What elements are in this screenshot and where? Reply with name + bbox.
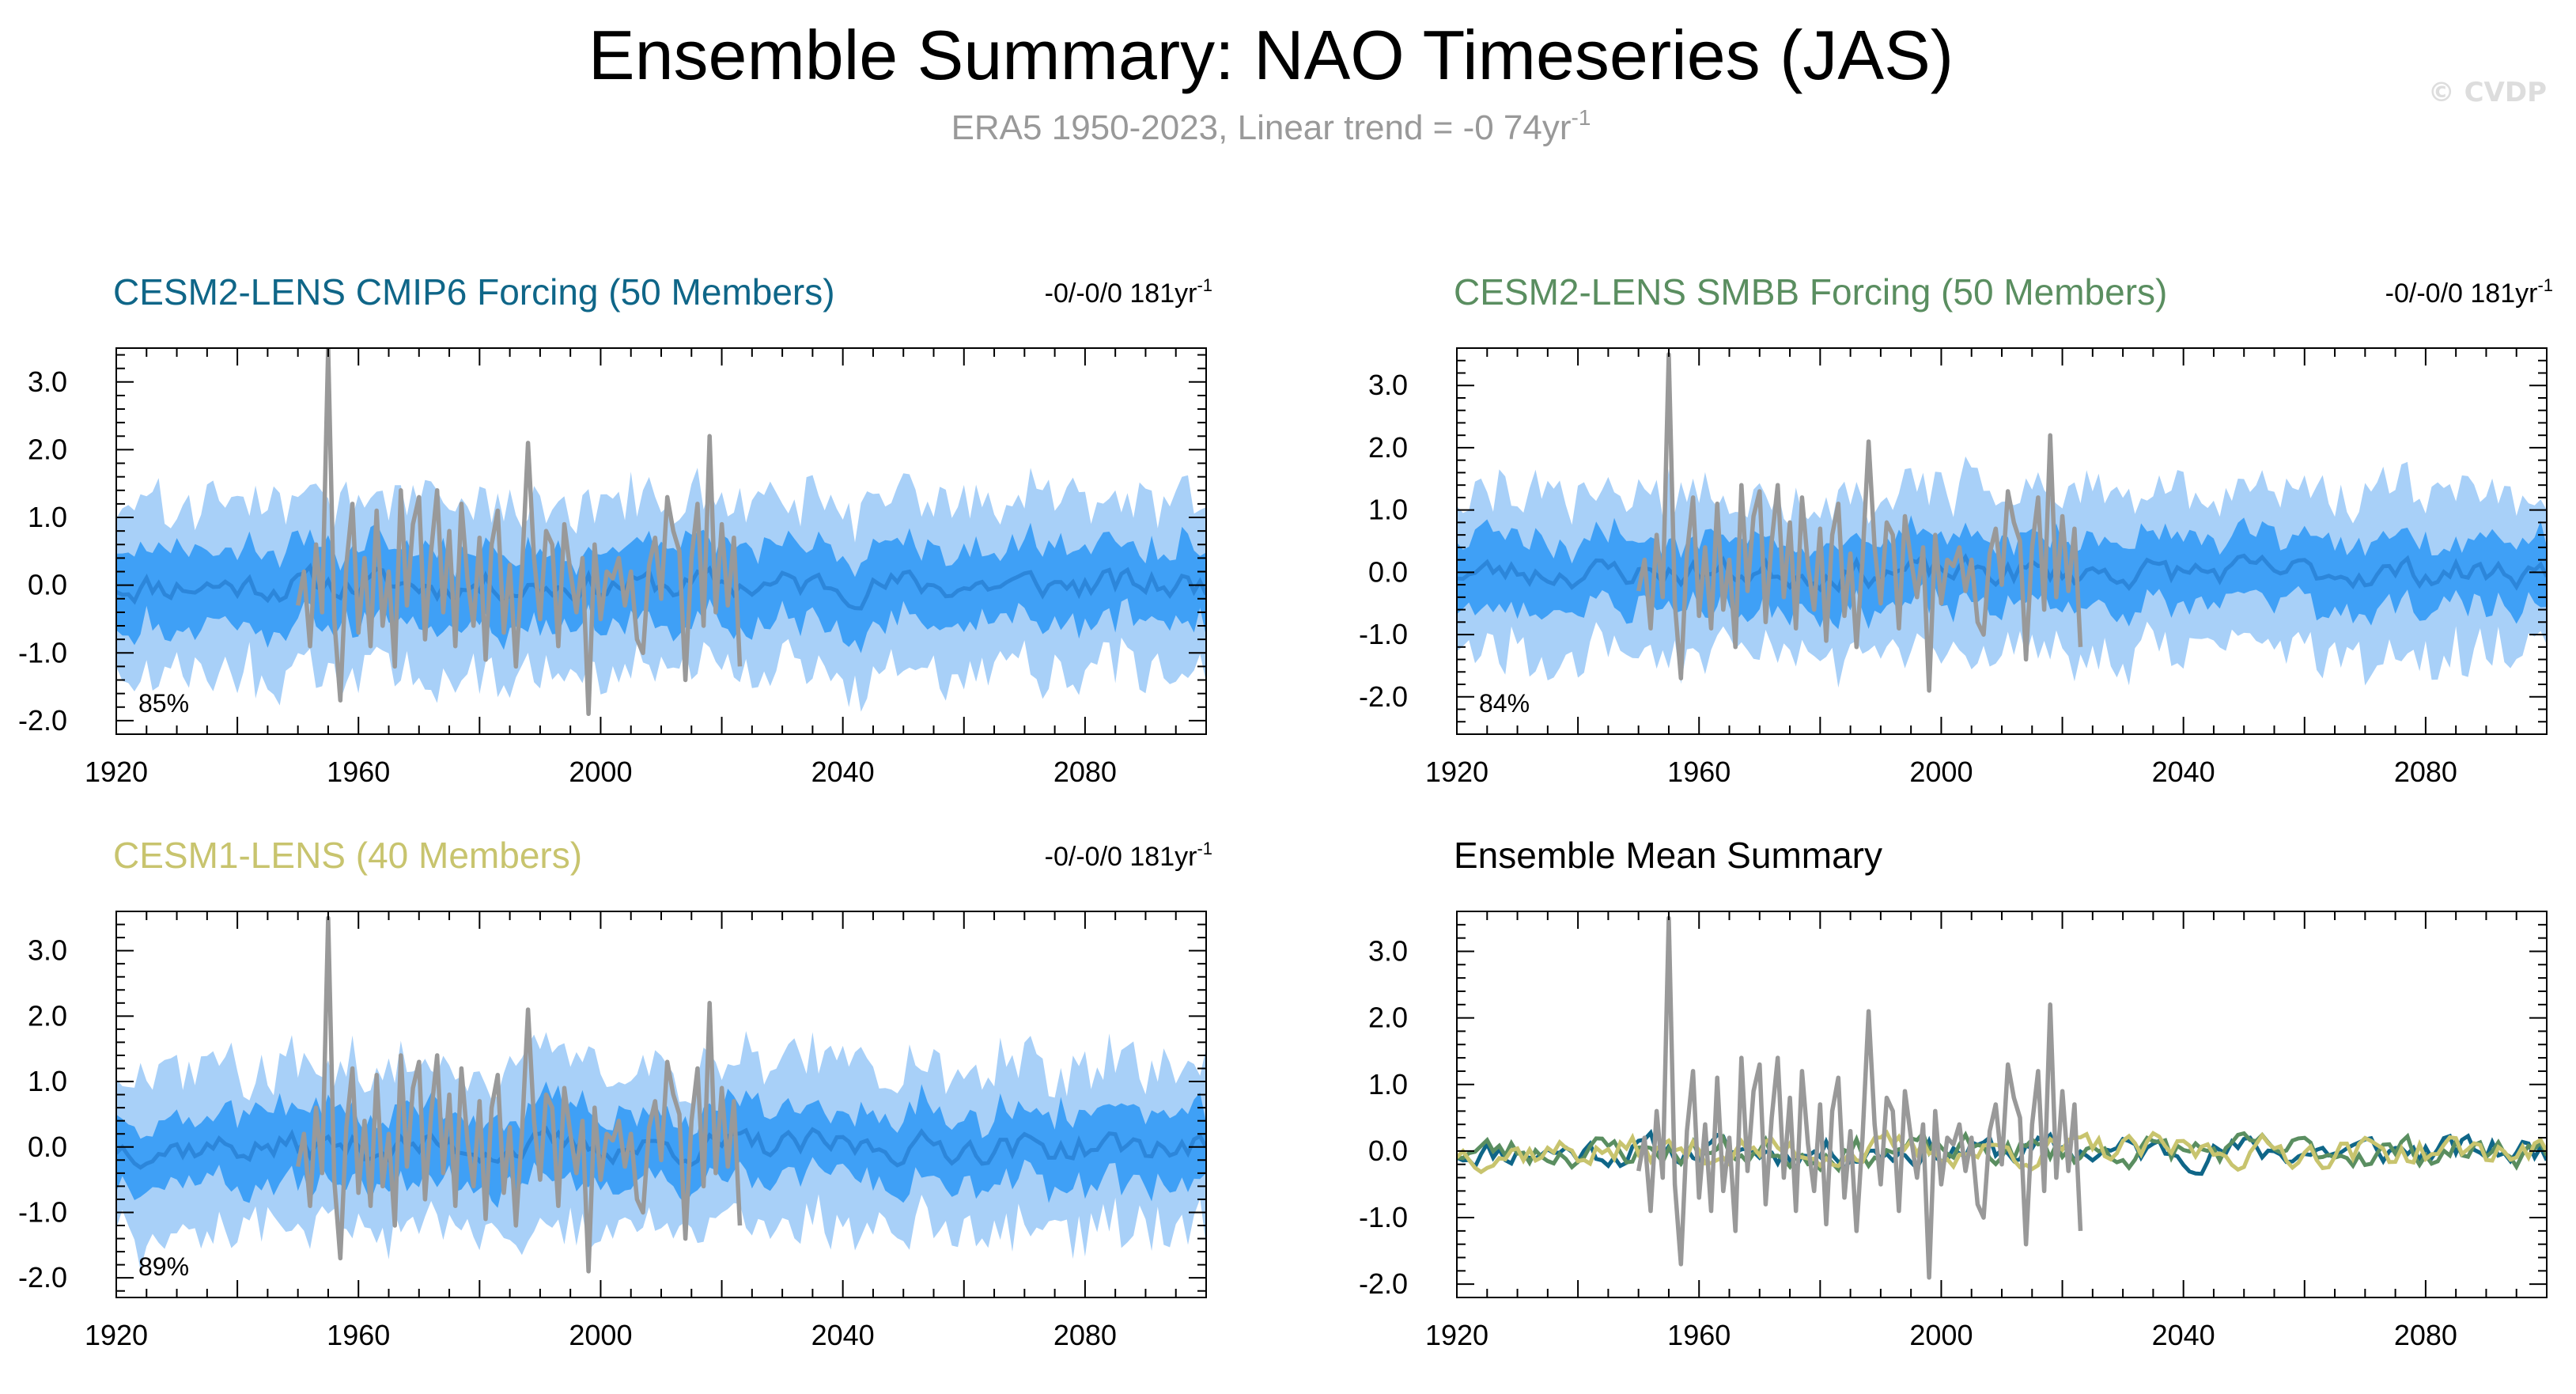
panel-2: CESM2-LENS SMBB Forcing (50 Members) -0/-…: [1359, 271, 2553, 788]
y-tick-label: 2.0: [1368, 431, 1408, 464]
y-tick-label: -1.0: [1359, 1201, 1408, 1233]
plot-area: [116, 348, 1206, 717]
trend-value: -0/-0/0 181yr: [1045, 842, 1197, 872]
x-tick-label: 1960: [1667, 756, 1731, 788]
y-tick-label: 2.0: [28, 999, 67, 1032]
y-tick-label: -1.0: [18, 636, 67, 669]
y-tick-label: -2.0: [1359, 680, 1408, 713]
y-tick-label: 1.0: [1368, 1068, 1408, 1100]
x-tick-label: 2000: [569, 756, 632, 788]
plot-area: [1457, 915, 2547, 1280]
x-tick-label: 1920: [1425, 756, 1488, 788]
y-tick-label: 0.0: [1368, 1135, 1408, 1167]
trend-superscript: -1: [2537, 275, 2553, 295]
x-tick-label: 1960: [1667, 1319, 1731, 1351]
plot-area: [116, 915, 1206, 1274]
x-tick-label: 2040: [811, 1319, 875, 1351]
x-tick-label: 2080: [2394, 1319, 2457, 1351]
y-tick-label: 0.0: [28, 1131, 67, 1163]
panel-title: CESM2-LENS SMBB Forcing (50 Members): [1454, 271, 2167, 313]
figure-subtitle: ERA5 1950-2023, Linear trend = -0 74yr-1: [951, 105, 1591, 147]
figure-subtitle-text: ERA5 1950-2023, Linear trend = -0 74yr: [951, 108, 1572, 147]
x-tick-label: 2080: [1053, 756, 1117, 788]
figure-title: Ensemble Summary: NAO Timeseries (JAS): [588, 16, 1954, 94]
panel-trend-label: -0/-0/0 181yr-1: [1045, 839, 1212, 872]
panel-trend-label: -0/-0/0 181yr-1: [2385, 275, 2553, 309]
y-tick-label: -1.0: [1359, 618, 1408, 650]
trend-value: -0/-0/0 181yr: [1045, 278, 1197, 309]
y-tick-label: -2.0: [18, 1261, 67, 1294]
x-tick-label: 1920: [85, 1319, 148, 1351]
percent-label: 85%: [138, 689, 189, 718]
y-tick-label: 3.0: [28, 366, 67, 398]
panels-container: CESM2-LENS CMIP6 Forcing (50 Members) -0/…: [18, 271, 2553, 1351]
trend-value: -0/-0/0 181yr: [2385, 278, 2538, 309]
x-tick-label: 1920: [85, 756, 148, 788]
copyright-watermark: © CVDP: [2428, 77, 2547, 108]
y-tick-label: -2.0: [1359, 1267, 1408, 1300]
panel-4: Ensemble Mean Summary 1920 1960 2000 2040 208…: [1359, 835, 2548, 1351]
x-tick-label: 2080: [2394, 756, 2457, 788]
observed-series-line: [295, 915, 743, 1274]
x-tick-label: 1960: [327, 1319, 390, 1351]
y-tick-label: 2.0: [1368, 1002, 1408, 1034]
y-tick-label: 3.0: [1368, 369, 1408, 401]
panel-title: CESM2-LENS CMIP6 Forcing (50 Members): [113, 271, 835, 313]
x-tick-label: 2040: [2152, 756, 2215, 788]
panel-1: CESM2-LENS CMIP6 Forcing (50 Members) -0/…: [18, 271, 1212, 788]
trend-superscript: -1: [1197, 839, 1212, 858]
x-tick-label: 2000: [1909, 756, 1973, 788]
percent-label: 89%: [138, 1252, 189, 1281]
y-tick-label: -2.0: [18, 704, 67, 737]
x-tick-label: 2040: [811, 756, 875, 788]
y-tick-label: 2.0: [28, 433, 67, 465]
x-tick-label: 1960: [327, 756, 390, 788]
panel-trend-label: -0/-0/0 181yr-1: [1045, 275, 1212, 309]
y-tick-label: 0.0: [1368, 555, 1408, 588]
x-tick-label: 2000: [569, 1319, 632, 1351]
observed-series-line: [295, 348, 743, 717]
y-tick-label: 1.0: [28, 501, 67, 533]
observed-series-line: [1636, 352, 2083, 693]
percent-label: 84%: [1479, 689, 1530, 718]
x-tick-label: 2040: [2152, 1319, 2215, 1351]
y-tick-label: 0.0: [28, 569, 67, 601]
observed-series-line: [1636, 915, 2083, 1280]
y-tick-label: -1.0: [18, 1195, 67, 1228]
plot-area: [1457, 352, 2547, 693]
y-tick-label: 1.0: [1368, 494, 1408, 526]
panel-3: CESM1-LENS (40 Members) -0/-0/0 181yr-1 19…: [18, 835, 1212, 1351]
figure-subtitle-superscript: -1: [1572, 105, 1591, 130]
panel-frame: [1456, 911, 2548, 1298]
panel-title: CESM1-LENS (40 Members): [113, 835, 582, 876]
y-tick-label: 3.0: [28, 934, 67, 967]
x-tick-label: 2080: [1053, 1319, 1117, 1351]
x-tick-label: 1920: [1425, 1319, 1488, 1351]
y-tick-label: 3.0: [1368, 934, 1408, 967]
y-tick-label: 1.0: [28, 1065, 67, 1097]
trend-superscript: -1: [1197, 275, 1212, 295]
panel-title: Ensemble Mean Summary: [1454, 835, 1882, 876]
x-tick-label: 2000: [1909, 1319, 1973, 1351]
